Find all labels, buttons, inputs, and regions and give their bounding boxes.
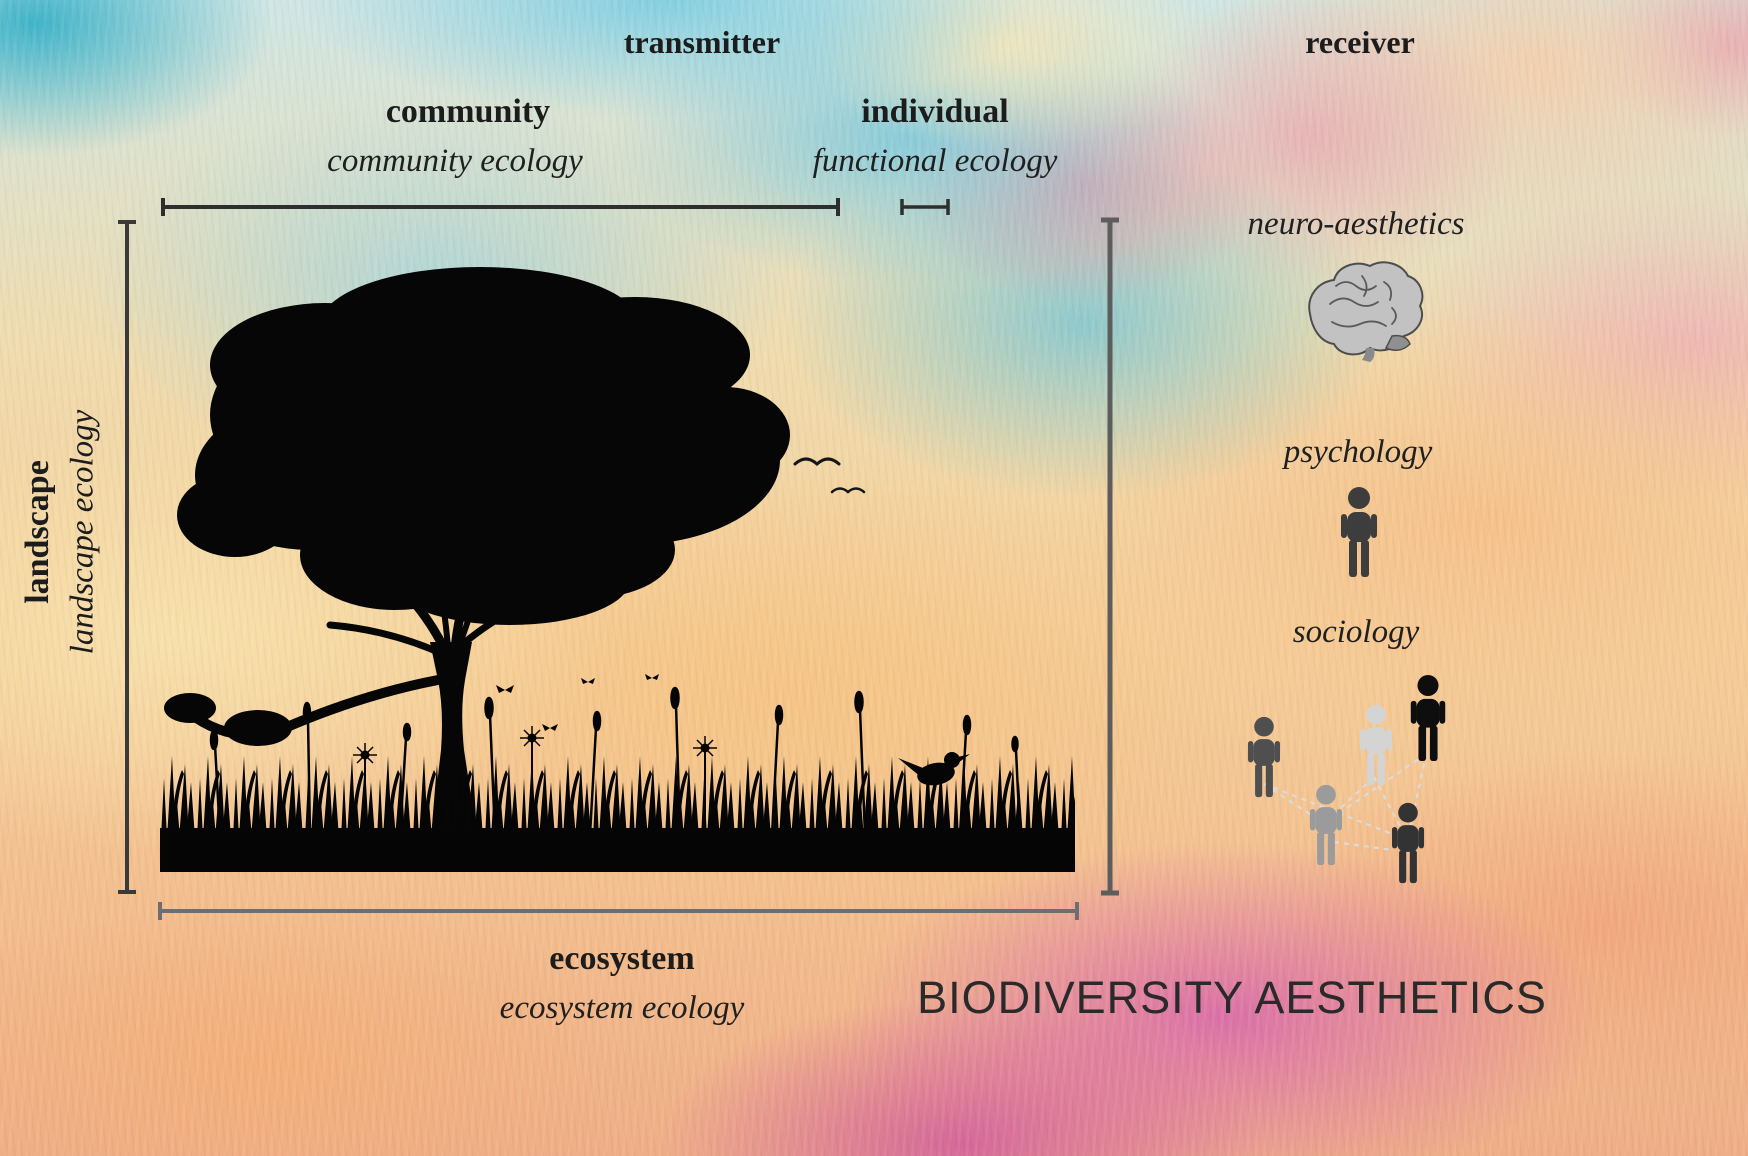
community-scale-label: community (385, 93, 551, 130)
receiver-label: receiver (1305, 24, 1415, 60)
brain-icon (1308, 261, 1424, 362)
biodiversity-aesthetics-title: BIODIVERSITY AESTHETICS (917, 972, 1547, 1023)
flying-birds-icon (793, 457, 866, 494)
bracket-community (161, 198, 840, 216)
meadow-scene (160, 267, 1075, 872)
bracket-receiver-divider (1101, 217, 1119, 896)
bracket-ecosystem (158, 902, 1079, 920)
butterfly-icon (496, 674, 659, 731)
seed-head-icon (353, 726, 717, 835)
meadow-grass (160, 686, 1075, 872)
individual-scale-label: individual (861, 93, 1009, 130)
landscape-scale-label: landscape (19, 460, 56, 604)
perched-bird-icon (898, 752, 970, 836)
neuro-aesthetics-label: neuro-aesthetics (1247, 206, 1465, 242)
functional-discipline-label: functional ecology (812, 143, 1058, 179)
community-discipline-label: community ecology (327, 143, 583, 179)
ecosystem-discipline-label: ecosystem ecology (499, 990, 745, 1026)
sociology-label: sociology (1292, 614, 1420, 650)
psychology-label: psychology (1283, 434, 1433, 470)
social-network-icon (1247, 674, 1446, 884)
ecosystem-scale-label: ecosystem (549, 940, 695, 977)
tree-silhouette (164, 267, 790, 834)
bracket-individual (900, 199, 950, 215)
bracket-landscape (118, 220, 136, 894)
person-icon (1341, 487, 1377, 577)
landscape-discipline-label: landscape ecology (64, 409, 101, 655)
transmitter-label: transmitter (623, 24, 781, 60)
